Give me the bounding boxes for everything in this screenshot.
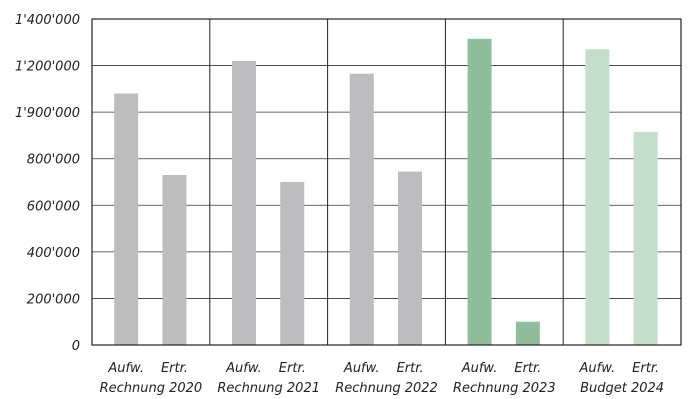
bar (467, 38, 492, 346)
bar (349, 73, 374, 345)
bar-label: Aufw. (343, 361, 380, 376)
y-tick-label: 1'900'000 (15, 106, 80, 121)
bar (114, 93, 139, 345)
bar (231, 60, 256, 346)
grid (92, 65, 681, 299)
bar (162, 175, 187, 345)
y-axis-tick-labels: 0 200'000 400'000 600'000 800'000 1'900'000 1'… (15, 13, 80, 354)
group-label: Rechnung 2022 (335, 381, 438, 396)
y-tick-label: 1'200'000 (15, 60, 80, 75)
bar-label: Aufw. (107, 361, 144, 376)
group-label: Rechnung 2021 (217, 381, 320, 396)
x-axis-labels: Aufw. Ertr. Rechnung 2020 Aufw. Ertr. Rechnun… (100, 361, 664, 396)
group-label: Rechnung 2023 (453, 381, 556, 396)
bar (585, 49, 610, 346)
frame (91, 18, 682, 346)
bar-label: Aufw. (461, 361, 498, 376)
y-tick-label: 800'000 (27, 153, 80, 168)
bar (515, 321, 540, 345)
group-label: Budget 2024 (580, 381, 664, 396)
y-tick-label: 600'000 (27, 199, 80, 214)
bars (114, 38, 658, 346)
bar (398, 171, 423, 345)
bar-label: Ertr. (397, 361, 424, 376)
group-label: Rechnung 2020 (100, 381, 203, 396)
bar-label: Ertr. (632, 361, 659, 376)
bar (633, 131, 658, 345)
plot-border (91, 18, 682, 346)
y-tick-label: 200'000 (27, 292, 80, 307)
bar (280, 182, 305, 345)
y-tick-label: 1'400'000 (15, 13, 80, 28)
bar-label: Aufw. (579, 361, 616, 376)
bar-label: Ertr. (279, 361, 306, 376)
y-tick-label: 400'000 (27, 246, 80, 261)
bar-label: Aufw. (225, 361, 262, 376)
y-tick-label: 0 (72, 339, 80, 354)
bar-label: Ertr. (514, 361, 541, 376)
bar-label: Ertr. (161, 361, 188, 376)
